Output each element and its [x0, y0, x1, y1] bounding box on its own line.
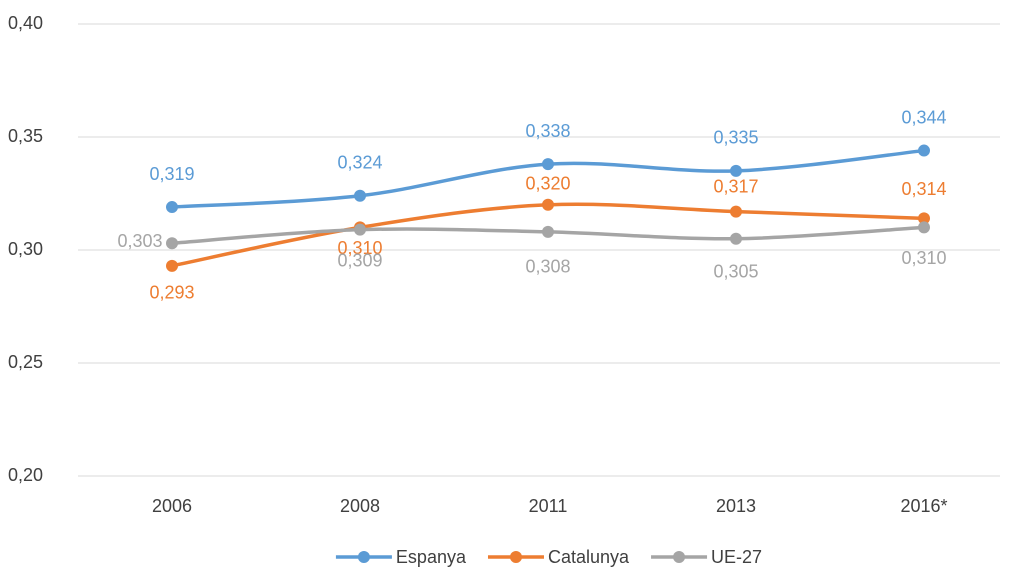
point: [354, 223, 366, 236]
data-label: 0,338: [525, 121, 570, 141]
data-label: 0,335: [713, 128, 758, 148]
data-label: 0,310: [337, 238, 382, 258]
data-label: 0,317: [713, 176, 758, 196]
x-tick-label: 2008: [340, 496, 380, 516]
legend: Espanya Catalunya UE-27: [335, 547, 762, 567]
point: [730, 205, 742, 218]
point: [730, 164, 742, 177]
y-tick-label: 0,25: [8, 352, 43, 372]
point: [166, 201, 178, 214]
data-label: 0,314: [901, 179, 946, 199]
legend-label: Espanya: [396, 547, 467, 567]
legend-item: Catalunya: [487, 547, 630, 567]
data-label: 0,320: [525, 174, 570, 194]
point: [730, 232, 742, 245]
x-tick-label: 2013: [716, 496, 756, 516]
data-label: 0,293: [149, 283, 194, 303]
y-tick-label: 0,40: [8, 13, 43, 33]
point: [918, 212, 930, 225]
point: [542, 198, 554, 211]
point: [542, 225, 554, 238]
data-label: 0,324: [337, 153, 382, 173]
legend-label: Catalunya: [548, 547, 630, 567]
data-label: 0,303: [117, 231, 162, 251]
legend-marker: [357, 551, 370, 563]
legend-item: UE-27: [651, 547, 762, 567]
legend-marker: [509, 551, 522, 563]
legend-item: Espanya: [335, 547, 467, 567]
point: [166, 237, 178, 250]
data-label: 0,309: [337, 250, 382, 270]
y-tick-label: 0,30: [8, 239, 43, 259]
x-tick-label: 2006: [152, 496, 192, 516]
x-tick-label: 2011: [529, 496, 568, 516]
x-tick-label: 2016*: [900, 496, 947, 516]
point: [354, 189, 366, 202]
point: [542, 158, 554, 171]
point: [918, 221, 930, 234]
legend-label: UE-27: [711, 547, 762, 567]
legend-marker: [673, 551, 686, 563]
data-label: 0,305: [713, 261, 758, 281]
data-label: 0,308: [525, 257, 570, 277]
data-label: 0,344: [901, 107, 946, 127]
y-tick-label: 0,35: [8, 126, 43, 146]
data-label: 0,319: [149, 164, 194, 184]
data-label: 0,310: [901, 248, 946, 268]
point: [918, 144, 930, 157]
point: [166, 259, 178, 272]
y-tick-label: 0,20: [8, 465, 43, 485]
